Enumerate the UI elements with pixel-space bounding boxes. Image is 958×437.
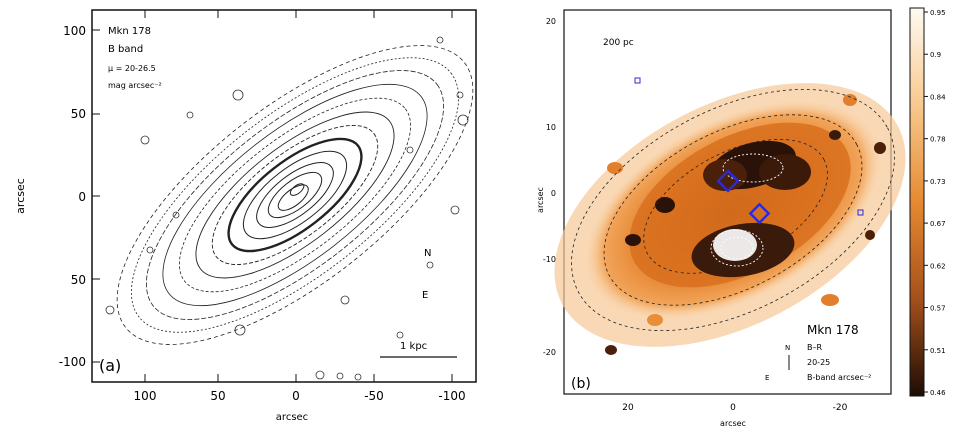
diamond-marker [716,169,740,193]
xtick-label: -100 [438,389,465,403]
ytick-label: 50 [71,273,86,287]
ytick-label: 100 [63,24,86,38]
scale-bar-label: 1 kpc [400,341,427,352]
y-axis-label: arcsec [536,187,545,213]
info-line-4: B-band arcsec⁻² [807,373,871,382]
ytick-label: 20 [546,17,556,26]
y-axis-label: arcsec [14,178,27,214]
xtick-label: -50 [364,389,384,403]
compass-north: N [785,344,790,352]
colorbar-ticks: 0.95 0.9 0.84 0.78 0.73 0.67 0.62 0.57 0.51 0.46 [924,9,946,397]
region-markers [716,169,771,225]
ytick-label: 0 [78,190,86,204]
ytick-label: -100 [59,355,86,369]
panel-a-contour-map: Mkn 178 B band μ = 20-26.5 mag arcsec⁻² … [0,0,480,433]
ytick-label: -20 [543,348,556,357]
xtick-label: 50 [210,389,225,403]
isophote-contours [116,45,474,345]
diamond-marker [748,202,771,225]
inner-contours [710,153,784,267]
compass-east: E [422,290,428,301]
xtick-label: 100 [134,389,157,403]
info-line-1: Mkn 178 [807,323,859,337]
ytick-label: 10 [546,123,556,132]
colorbar-tick-label: 0.78 [930,136,946,144]
colorbar-tick-label: 0.62 [930,262,946,270]
plot-frame [91,9,477,383]
colorbar [909,7,925,397]
x-axis-label: arcsec [276,412,308,423]
scale-label: 200 pc [603,38,634,48]
info-line-2: B–R [807,343,822,352]
panel-label: (a) [99,356,121,375]
colorbar-tick-label: 0.57 [930,305,946,313]
ytick-label: -10 [543,255,556,264]
colorbar-tick-label: 0.84 [930,93,946,101]
small-region-markers [634,77,864,216]
colorbar-tick-label: 0.95 [930,9,946,17]
ytick-label: 0 [551,189,556,198]
xtick-label: 0 [292,389,300,403]
info-line-3: μ = 20-26.5 [108,64,156,73]
colorbar-tick-label: 0.67 [930,220,946,228]
colorbar-tick-label: 0.73 [930,178,946,186]
panel-label: (b) [571,376,591,392]
xtick-label: -20 [833,403,848,413]
info-line-2: B band [108,44,143,55]
contour-map-svg: Mkn 178 B band μ = 20-26.5 mag arcsec⁻² … [14,9,477,423]
panel-b-color-map: 200 pc Mkn 178 B–R 20-25 B-band arcsec⁻²… [485,0,958,433]
info-line-3: 20-25 [807,358,830,367]
color-map-svg: 200 pc Mkn 178 B–R 20-25 B-band arcsec⁻²… [536,7,946,428]
colorbar-tick-label: 0.46 [930,389,946,397]
xtick-label: 20 [622,403,634,413]
info-line-1: Mkn 178 [108,26,151,37]
compass-north: N [424,248,431,259]
compass-east: E [765,374,769,382]
xtick-label: 0 [730,403,736,413]
frame-ticks [92,10,453,382]
x-axis-label: arcsec [720,419,746,428]
colorbar-tick-label: 0.9 [930,51,941,59]
background-sources [105,36,469,381]
ytick-label: 50 [71,107,86,121]
info-line-4: mag arcsec⁻² [108,81,162,90]
colorbar-tick-label: 0.51 [930,347,946,355]
